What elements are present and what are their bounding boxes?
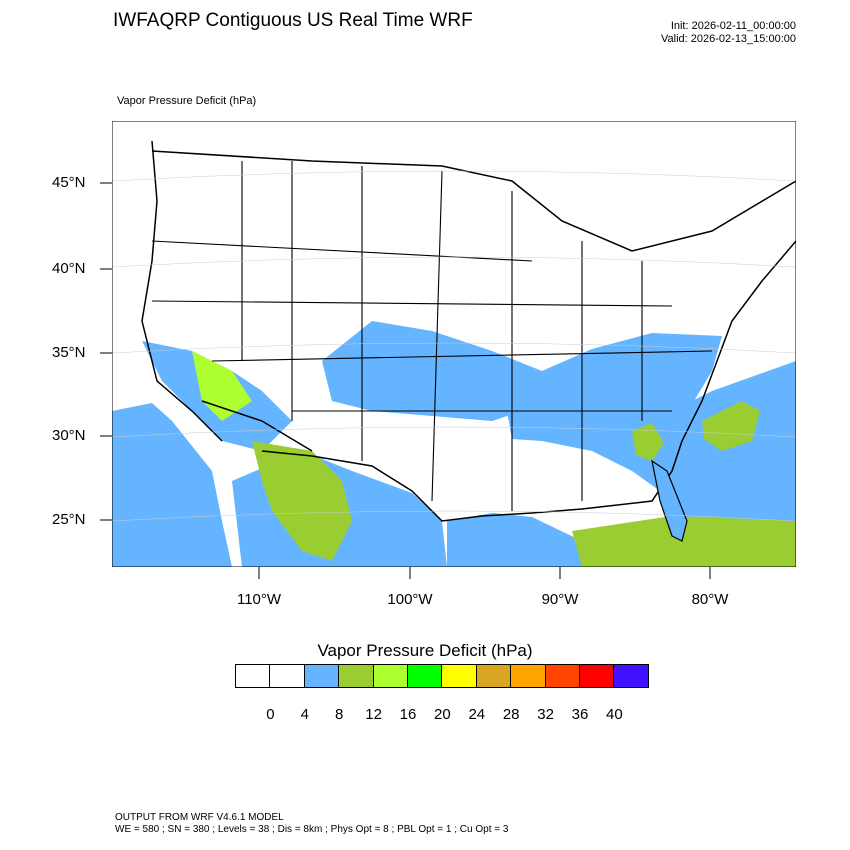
arizona-green: [192, 351, 252, 421]
lon-label-110: 110°W: [236, 591, 282, 608]
lat-label-30: 30°N: [52, 427, 86, 444]
colorbar-tick-label: 8: [335, 706, 344, 723]
colorbar-tick-label: 32: [537, 706, 554, 723]
colorbar-tick-label: 24: [468, 706, 486, 723]
lon-ticks: [258, 567, 711, 579]
colorbar-tick-label: 40: [606, 706, 623, 723]
init-time: Init: 2026-02-11_00:00:00: [670, 20, 796, 32]
colorbar-box: [578, 664, 615, 688]
model-info: OUTPUT FROM WRF V4.6.1 MODEL: [115, 812, 284, 823]
colorbar-box: [372, 664, 408, 688]
colorbar-tick-label: 12: [365, 706, 382, 723]
colorbar-box: [510, 664, 546, 688]
colorbar-tick-label: 4: [300, 706, 309, 723]
lat-label-45: 45°N: [52, 174, 86, 191]
colorbar-title: Vapor Pressure Deficit (hPa): [317, 641, 533, 660]
colorbar-box: [303, 664, 340, 688]
plains-shading: [322, 321, 542, 421]
florida-outline: [651, 459, 688, 542]
lat-label-40: 40°N: [52, 260, 86, 277]
georgia-green: [632, 423, 664, 461]
lon-label-80: 80°W: [691, 591, 729, 608]
lat-label-35: 35°N: [52, 344, 86, 361]
lon-label-100: 100°W: [387, 591, 433, 608]
field-label: Vapor Pressure Deficit (hPa): [117, 95, 257, 107]
canada-border: [151, 150, 796, 252]
model-config: WE = 580 ; SN = 380 ; Levels = 38 ; Dis …: [115, 824, 509, 835]
colorbar-tick-label: 0: [266, 706, 275, 723]
graticule: [112, 170, 796, 522]
lat-label-25: 25°N: [52, 511, 86, 528]
state-borders: [151, 161, 713, 511]
plot-title: IWFAQRP Contiguous US Real Time WRF: [113, 10, 473, 31]
colorbar-box: [269, 664, 305, 688]
colorbar-box: [338, 664, 374, 688]
atlantic-green: [702, 401, 760, 451]
pacific-shading: [112, 403, 232, 567]
lat-ticks: [100, 182, 112, 521]
valid-time: Valid: 2026-02-13_15:00:00: [661, 33, 796, 45]
map-panel: [112, 121, 796, 567]
colorbar-tick-label: 16: [399, 706, 417, 723]
colorbar: [235, 664, 649, 688]
southeast-shading: [507, 333, 722, 491]
colorbar-box: [613, 664, 649, 688]
mexico-green: [252, 441, 352, 561]
gulf-shading-east: [447, 513, 612, 567]
lon-label-90: 90°W: [541, 591, 579, 608]
atlantic-coastline: [681, 240, 796, 442]
caribbean-green: [572, 516, 796, 567]
colorbar-tick-label: 28: [502, 706, 520, 723]
colorbar-box: [235, 664, 271, 688]
colorbar-tick-label: 20: [434, 706, 451, 723]
pacific-coastline: [141, 140, 223, 442]
colorbar-box: [544, 664, 580, 688]
mexico-border: [201, 400, 313, 452]
colorbar-box: [406, 664, 443, 688]
colorbar-tick-label: 36: [571, 706, 589, 723]
colorbar-box: [475, 664, 512, 688]
colorbar-box: [441, 664, 477, 688]
